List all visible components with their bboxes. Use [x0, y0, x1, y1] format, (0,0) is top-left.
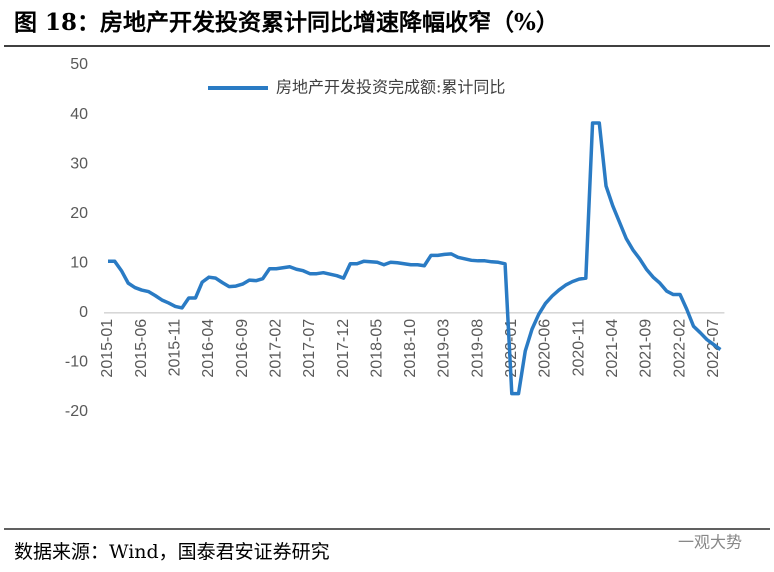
x-tick-label: 2017-07 [301, 319, 318, 378]
x-tick-label: 2016-09 [234, 319, 251, 378]
x-tick-label: 2019-03 [436, 319, 453, 378]
y-tick-label: -20 [65, 403, 88, 420]
x-tick-label: 2020-11 [570, 319, 587, 377]
x-tick-label: 2019-08 [469, 319, 486, 378]
x-tick-label: 2015-11 [167, 319, 184, 377]
y-tick-label: 0 [79, 304, 88, 321]
x-tick-label: 2018-10 [402, 319, 419, 378]
y-tick-label: 20 [70, 205, 88, 222]
y-tick-label: -10 [65, 354, 88, 371]
source: 数据来源：Wind，国泰君安证券研究 [14, 541, 330, 563]
y-tick-label: 10 [70, 255, 88, 272]
x-tick-label: 2017-02 [267, 319, 284, 378]
x-tick-label: 2020-06 [537, 319, 554, 378]
x-tick-label: 2022-02 [671, 319, 688, 378]
y-tick-label: 30 [70, 155, 88, 172]
x-tick-label: 2017-12 [335, 319, 352, 378]
x-tick-label: 2015-01 [99, 319, 116, 378]
watermark: 一观大势 [678, 533, 742, 552]
x-tick-label: 2015-06 [133, 319, 150, 378]
x-tick-label: 2021-04 [604, 319, 621, 378]
chart-title: 图 18：房地产开发投资累计同比增速降幅收窄（%） [14, 9, 559, 36]
y-tick-label: 40 [70, 106, 88, 123]
x-tick-label: 2022-07 [705, 319, 722, 378]
x-tick-label: 2018-05 [368, 319, 385, 378]
x-tick-label: 2021-09 [638, 319, 655, 378]
legend-label: 房地产开发投资完成额:累计同比 [276, 78, 505, 97]
x-tick-label: 2016-04 [200, 319, 217, 378]
data-line [108, 121, 722, 396]
y-tick-label: 50 [70, 56, 88, 73]
